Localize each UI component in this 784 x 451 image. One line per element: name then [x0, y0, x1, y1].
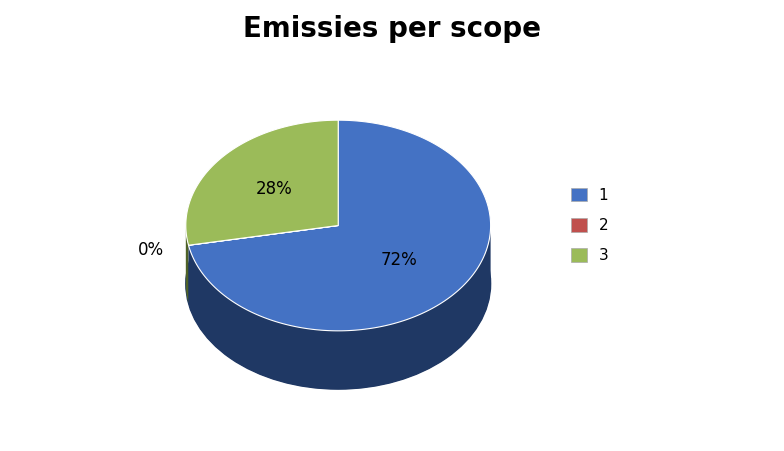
- Ellipse shape: [186, 179, 491, 389]
- Text: 0%: 0%: [138, 241, 164, 259]
- Text: 72%: 72%: [381, 251, 418, 269]
- Polygon shape: [188, 226, 491, 389]
- Polygon shape: [186, 120, 338, 245]
- Polygon shape: [188, 120, 491, 331]
- Polygon shape: [188, 226, 338, 245]
- Text: Emissies per scope: Emissies per scope: [243, 15, 541, 43]
- Text: 28%: 28%: [256, 179, 292, 198]
- Legend: 1, 2, 3: 1, 2, 3: [572, 188, 608, 263]
- Polygon shape: [186, 226, 188, 304]
